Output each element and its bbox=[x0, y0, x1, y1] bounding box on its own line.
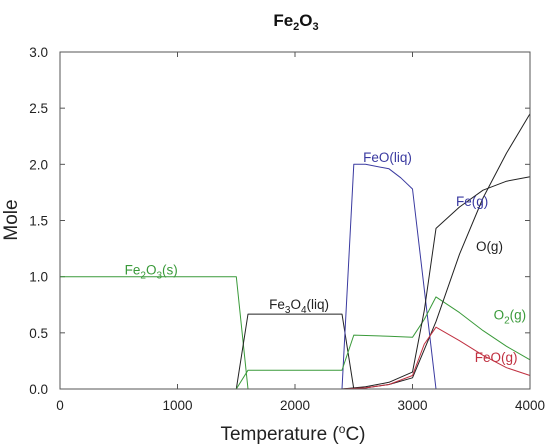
y-tick-label: 2.0 bbox=[29, 157, 48, 172]
annotation-fe3o4liq: Fe3O4(liq) bbox=[269, 297, 329, 316]
x-tick-label: 2000 bbox=[280, 398, 310, 413]
y-tick-label: 0.5 bbox=[29, 326, 48, 341]
series-line-feo-liq bbox=[341, 163, 437, 390]
annotation-feoliq: FeO(liq) bbox=[363, 150, 412, 165]
plot-frame bbox=[59, 51, 531, 390]
annotation-feg: Fe(g) bbox=[456, 194, 488, 209]
x-tick-label: 4000 bbox=[515, 398, 545, 413]
annotation-og: O(g) bbox=[476, 239, 503, 254]
y-tick-label: 0.0 bbox=[29, 382, 48, 397]
series-line-fe-g bbox=[341, 176, 531, 390]
series-annotations: Fe2O3(s) Fe3O4(liq) FeO(liq) Fe(g) O(g) O2(g)… bbox=[125, 150, 527, 365]
y-tick-label: 1.5 bbox=[29, 214, 48, 229]
annotation-fe2o3s: Fe2O3(s) bbox=[125, 262, 178, 281]
y-axis-label: Mole bbox=[1, 199, 22, 240]
annotation-feog: FeO(g) bbox=[475, 350, 518, 365]
y-tick-label: 2.5 bbox=[29, 101, 48, 116]
series-line-feo-g bbox=[341, 326, 531, 390]
y-tick-label: 1.0 bbox=[29, 270, 48, 285]
plot-series bbox=[60, 113, 531, 390]
x-tick-label: 1000 bbox=[162, 398, 192, 413]
x-tick-label: 0 bbox=[56, 398, 64, 413]
x-tick-label: 3000 bbox=[397, 398, 427, 413]
y-tick-label: 3.0 bbox=[29, 45, 48, 60]
series-line-fe3o4-liq bbox=[235, 313, 355, 390]
series-line-o2-g bbox=[235, 296, 531, 390]
series-line-fe2o3-s bbox=[60, 276, 249, 390]
axis-ticks: 0 1000 2000 3000 4000 0.0 0.5 1.0 1.5 2.0 2.5 3.0 bbox=[29, 45, 545, 413]
annotation-o2g: O2(g) bbox=[494, 307, 527, 326]
x-axis-label: Temperature (oC) bbox=[220, 422, 365, 445]
chart-title: Fe2O3 bbox=[273, 11, 318, 33]
